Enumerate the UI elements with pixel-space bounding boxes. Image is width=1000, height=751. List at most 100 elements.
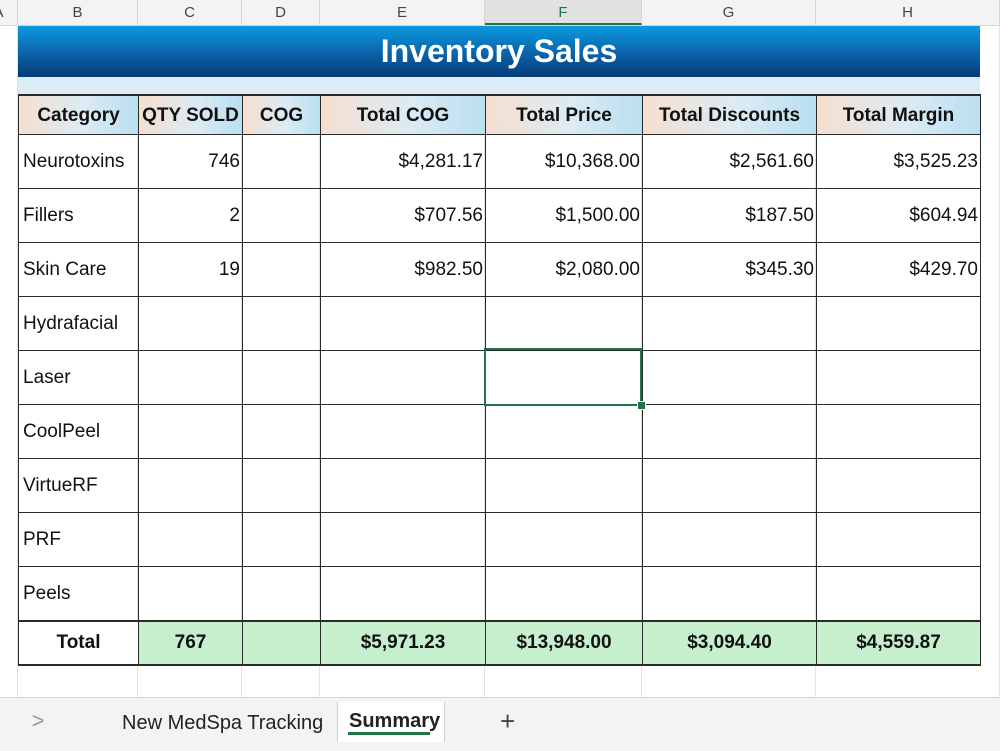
cell-total-price[interactable]	[485, 566, 643, 621]
cell-category[interactable]: Skin Care	[18, 242, 139, 297]
cell-cog[interactable]	[242, 296, 321, 351]
cell-cog[interactable]	[242, 512, 321, 567]
cell-qty-sold[interactable]	[138, 566, 243, 621]
cell-cog[interactable]	[242, 134, 321, 189]
cell-qty-sold[interactable]: 746	[138, 134, 243, 189]
column-header-g[interactable]: G	[642, 0, 816, 25]
header-cog[interactable]: COG	[242, 94, 321, 135]
cell-total-cog[interactable]	[320, 350, 486, 405]
chevron-right-icon[interactable]: >	[31, 708, 45, 733]
cell-total-discounts[interactable]	[642, 566, 817, 621]
cell-total-discounts[interactable]: $187.50	[642, 188, 817, 243]
cell-total-cog[interactable]	[320, 566, 486, 621]
cell-total-price[interactable]	[485, 296, 643, 351]
cell-total-cog[interactable]	[320, 404, 486, 459]
gridline	[137, 25, 138, 697]
header-category[interactable]: Category	[18, 94, 139, 135]
selected-cell[interactable]	[484, 348, 642, 406]
cell-category[interactable]: Hydrafacial	[18, 296, 139, 351]
column-header-d[interactable]: D	[242, 0, 320, 25]
cell-total-margin[interactable]: $3,525.23	[816, 134, 981, 189]
cell-category[interactable]: Laser	[18, 350, 139, 405]
cell-total-cog[interactable]	[320, 296, 486, 351]
header-total-price[interactable]: Total Price	[485, 94, 643, 135]
cell-total-cog[interactable]: $707.56	[320, 188, 486, 243]
cell-total-margin[interactable]	[816, 350, 981, 405]
cell-total-margin[interactable]	[816, 296, 981, 351]
gridline	[241, 25, 242, 697]
cell-qty-sold[interactable]	[138, 404, 243, 459]
cell-total-price[interactable]	[485, 458, 643, 513]
column-header-c[interactable]: C	[138, 0, 242, 25]
total-category[interactable]: Total	[18, 620, 139, 666]
column-header-b[interactable]: B	[18, 0, 138, 25]
cell-total-price[interactable]	[485, 512, 643, 567]
cell-total-margin[interactable]: $604.94	[816, 188, 981, 243]
tab-new-medspa-tracking[interactable]: New MedSpa Tracking	[122, 712, 324, 734]
cell-category[interactable]: Fillers	[18, 188, 139, 243]
cell-qty-sold[interactable]	[138, 350, 243, 405]
cell-total-price[interactable]	[485, 404, 643, 459]
sheet-tab-bar: > New MedSpa Tracking Summary +	[0, 697, 1000, 751]
total-total-cog[interactable]: $5,971.23	[320, 620, 486, 666]
plus-icon[interactable]: +	[500, 706, 516, 736]
column-header-bar: ABCDEFGH	[0, 0, 1000, 26]
total-total-price[interactable]: $13,948.00	[485, 620, 643, 666]
total-cog[interactable]	[242, 620, 321, 666]
cell-qty-sold[interactable]	[138, 458, 243, 513]
tab-summary[interactable]: Summary	[337, 702, 445, 742]
tab-summary-label: Summary	[349, 710, 441, 732]
cell-cog[interactable]	[242, 458, 321, 513]
total-qty-sold[interactable]: 767	[138, 620, 243, 666]
header-qty-sold[interactable]: QTY SOLD	[138, 94, 243, 135]
column-header-a[interactable]: A	[0, 0, 18, 25]
cell-total-margin[interactable]	[816, 458, 981, 513]
total-total-discounts[interactable]: $3,094.40	[642, 620, 817, 666]
cell-total-price[interactable]: $2,080.00	[485, 242, 643, 297]
gridline	[319, 25, 320, 697]
cell-total-cog[interactable]	[320, 512, 486, 567]
cell-cog[interactable]	[242, 188, 321, 243]
gridline	[815, 25, 816, 697]
column-header-h[interactable]: H	[816, 0, 1000, 25]
fill-handle[interactable]	[637, 401, 646, 410]
cell-total-cog[interactable]	[320, 458, 486, 513]
cell-total-discounts[interactable]	[642, 458, 817, 513]
cell-total-discounts[interactable]: $345.30	[642, 242, 817, 297]
column-header-e[interactable]: E	[320, 0, 485, 25]
cell-cog[interactable]	[242, 350, 321, 405]
total-total-margin[interactable]: $4,559.87	[816, 620, 981, 666]
cell-qty-sold[interactable]	[138, 296, 243, 351]
header-total-discounts[interactable]: Total Discounts	[642, 94, 817, 135]
column-header-f[interactable]: F	[485, 0, 642, 25]
cell-total-discounts[interactable]	[642, 512, 817, 567]
cell-cog[interactable]	[242, 566, 321, 621]
cell-total-margin[interactable]	[816, 566, 981, 621]
cell-cog[interactable]	[242, 404, 321, 459]
header-total-margin[interactable]: Total Margin	[816, 94, 981, 135]
cell-total-margin[interactable]	[816, 404, 981, 459]
cell-qty-sold[interactable]: 19	[138, 242, 243, 297]
cell-category[interactable]: Peels	[18, 566, 139, 621]
cell-total-cog[interactable]: $4,281.17	[320, 134, 486, 189]
cell-total-discounts[interactable]: $2,561.60	[642, 134, 817, 189]
active-tab-underline	[348, 732, 430, 735]
cell-qty-sold[interactable]	[138, 512, 243, 567]
cell-qty-sold[interactable]: 2	[138, 188, 243, 243]
cell-total-cog[interactable]: $982.50	[320, 242, 486, 297]
cell-category[interactable]: PRF	[18, 512, 139, 567]
gridline	[17, 25, 18, 697]
cell-total-discounts[interactable]	[642, 404, 817, 459]
header-total-cog[interactable]: Total COG	[320, 94, 486, 135]
cell-total-margin[interactable]: $429.70	[816, 242, 981, 297]
cell-total-price[interactable]: $1,500.00	[485, 188, 643, 243]
cell-total-margin[interactable]	[816, 512, 981, 567]
cell-category[interactable]: Neurotoxins	[18, 134, 139, 189]
cell-total-discounts[interactable]	[642, 296, 817, 351]
cell-cog[interactable]	[242, 242, 321, 297]
cell-total-discounts[interactable]	[642, 350, 817, 405]
cell-total-price[interactable]: $10,368.00	[485, 134, 643, 189]
cell-category[interactable]: CoolPeel	[18, 404, 139, 459]
cell-category[interactable]: VirtueRF	[18, 458, 139, 513]
title-band	[18, 77, 980, 94]
